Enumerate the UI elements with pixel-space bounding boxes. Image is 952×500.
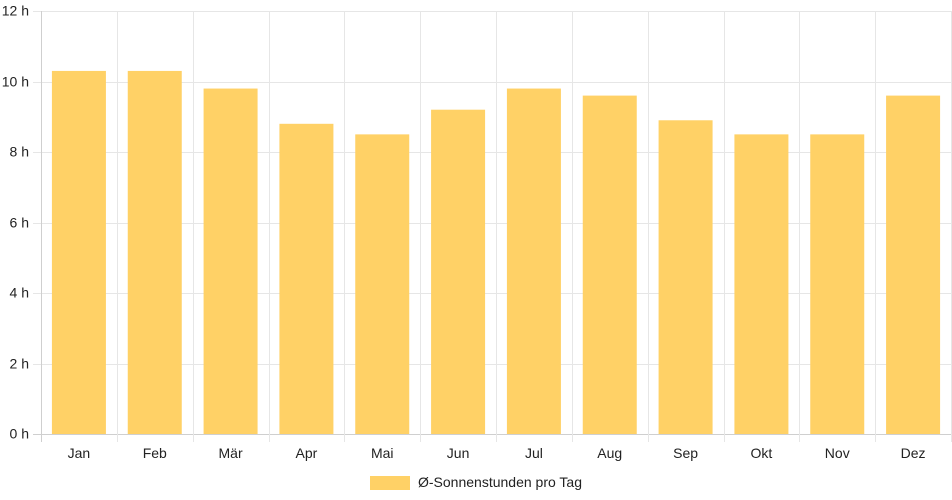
x-tick-label: Feb (143, 445, 167, 461)
bar[interactable] (582, 95, 637, 434)
legend[interactable]: Ø-Sonnenstunden pro Tag (370, 474, 582, 490)
bar-group (51, 70, 941, 435)
x-tick-label: Dez (901, 445, 926, 461)
bar[interactable] (658, 120, 713, 435)
grid-lines (33, 11, 952, 442)
legend-swatch (370, 476, 410, 490)
y-axis: 0 h 2 h 4 h 6 h 8 h 10 h 12 h (2, 3, 29, 442)
x-tick-label: Apr (296, 445, 318, 461)
y-tick-label: 2 h (10, 356, 29, 372)
x-tick-label: Mär (219, 445, 243, 461)
x-tick-label: Nov (825, 445, 850, 461)
bar[interactable] (810, 134, 865, 434)
y-tick-label: 8 h (10, 144, 29, 160)
bar[interactable] (886, 95, 941, 434)
y-tick-label: 4 h (10, 285, 29, 301)
y-tick-label: 0 h (10, 426, 29, 442)
bar[interactable] (51, 70, 106, 435)
bar[interactable] (431, 109, 486, 434)
x-tick-label: Aug (597, 445, 622, 461)
bar[interactable] (355, 134, 410, 434)
bar[interactable] (203, 88, 258, 435)
legend-label: Ø-Sonnenstunden pro Tag (418, 474, 582, 490)
x-tick-label: Jun (447, 445, 470, 461)
y-tick-label: 6 h (10, 215, 29, 231)
y-tick-label: 10 h (2, 74, 29, 90)
x-axis: Jan Feb Mär Apr Mai Jun Jul Aug Sep Okt Nov Dez (68, 445, 926, 461)
x-tick-label: Mai (371, 445, 394, 461)
bar[interactable] (279, 123, 334, 435)
bar[interactable] (734, 134, 789, 434)
x-tick-label: Jan (68, 445, 91, 461)
bar[interactable] (506, 88, 561, 435)
x-tick-label: Jul (525, 445, 543, 461)
x-tick-label: Okt (751, 445, 773, 461)
y-tick-label: 12 h (2, 3, 29, 19)
x-tick-label: Sep (673, 445, 698, 461)
bar[interactable] (127, 70, 182, 435)
